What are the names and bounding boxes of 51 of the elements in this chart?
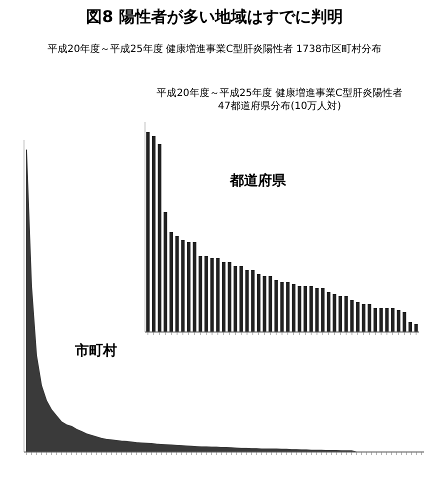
bar [315, 288, 319, 332]
bar [192, 242, 196, 332]
bar [245, 270, 249, 332]
bar [309, 286, 313, 332]
chart-subtitle: 平成20年度～平成25年度 健康増進事業C型肝炎陽性者 1738市区町村分布 [47, 43, 382, 55]
bar [251, 270, 255, 332]
bar [332, 294, 336, 332]
bar [408, 322, 412, 332]
bar [274, 280, 278, 332]
bar [414, 324, 418, 332]
bar [326, 292, 330, 332]
bar [262, 276, 266, 332]
bar [204, 256, 208, 332]
bar [186, 242, 190, 332]
bar [298, 286, 302, 332]
bar [268, 276, 272, 332]
bar [234, 266, 238, 332]
chart-title: 図8 陽性者が多い地域はすでに判明 [86, 7, 343, 26]
bar [169, 232, 173, 332]
bar [181, 240, 185, 332]
bar [396, 310, 400, 332]
bar [216, 258, 220, 332]
bar [198, 256, 202, 332]
bar [368, 304, 372, 332]
bar [304, 286, 308, 332]
chart-title: 平成20年度～平成25年度 健康増進事業C型肝炎陽性者 47都道府県分布(10万人対) [156, 87, 402, 112]
annotation: 市町村 [74, 342, 117, 359]
bar [338, 296, 342, 332]
bar [164, 212, 168, 332]
bar [222, 262, 226, 332]
annotation: 都道府県 [229, 172, 287, 189]
bar [158, 144, 162, 332]
bar [210, 258, 214, 332]
bar [228, 262, 232, 332]
bar [239, 266, 243, 332]
bar [402, 312, 406, 332]
bar [286, 282, 290, 332]
bar [344, 296, 348, 332]
bar [385, 308, 389, 332]
bar [374, 308, 378, 332]
bar [146, 132, 150, 332]
bar [391, 308, 395, 332]
bar [356, 302, 360, 332]
bar [350, 300, 354, 332]
bar [292, 284, 296, 332]
bar [152, 136, 156, 332]
bar [321, 288, 325, 332]
bar [362, 304, 366, 332]
bar [175, 236, 179, 332]
bar [256, 274, 260, 332]
bar [379, 308, 383, 332]
